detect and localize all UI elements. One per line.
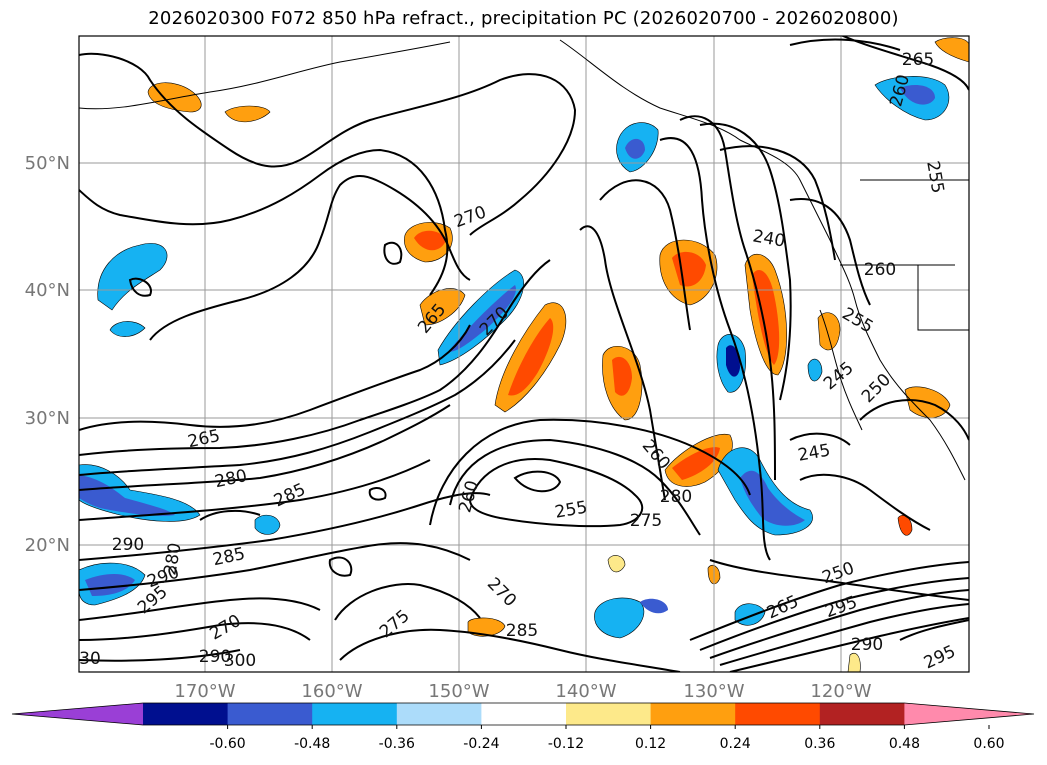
colorbar-segment [312,703,398,725]
lon-label-170w: 170°W [174,681,235,702]
colorbar-segment [735,703,821,725]
refractivity-contours [79,36,969,672]
contour-label: 290 [851,635,883,655]
colorbar-tick-label: 0.36 [804,736,835,752]
colorbar-segment [481,703,567,725]
contour-label: 280 [660,487,692,507]
lat-label-20n: 20°N [25,535,70,556]
lon-label-140w: 140°W [555,681,616,702]
lon-label-150w: 150°W [428,681,489,702]
graticule [79,36,969,672]
lon-label-120w: 120°W [810,681,871,702]
colorbar-tick-label: -0.48 [294,736,330,752]
colorbar-tick-label: 0.48 [889,736,920,752]
colorbar-extend-low [12,703,143,725]
colorbar-extend-high [904,703,1034,725]
map-frame [78,35,970,673]
contour-label: 30 [79,649,101,669]
lat-label-40n: 40°N [25,280,70,301]
contour-label: 290 [199,647,231,667]
colorbar-segment [227,703,313,725]
colorbar-segment [566,703,652,725]
contour-label: 275 [630,511,662,531]
contour-label: 285 [506,621,538,641]
lon-label-160w: 160°W [301,681,362,702]
colorbar-segment [143,703,229,725]
colorbar-tick-label: 0.60 [973,736,1004,752]
colorbar-tick-label: 0.24 [720,736,751,752]
colorbar-tick-label: -0.12 [548,736,584,752]
contour-label: 300 [224,651,256,671]
lat-axis: 50°N 40°N 30°N 20°N [25,153,70,556]
colorbar-outline [11,702,1035,726]
colorbar-tick-label: -0.60 [209,736,245,752]
contour-label: 260 [864,260,896,280]
lat-label-50n: 50°N [25,153,70,174]
colorbar-tick-label: 0.12 [635,736,666,752]
contour-label: 290 [112,535,144,555]
lon-axis: 170°W 160°W 150°W 140°W 130°W 120°W [174,681,871,702]
colorbar-segment [819,703,905,725]
colorbar-segment [396,703,482,725]
colorbar: -0.60 -0.48 -0.36 -0.24 -0.12 0.12 0.24 0.36 0.4… [11,702,1035,752]
colorbar-segment [650,703,736,725]
chart-title: 2026020300 F072 850 hPa refract., precip… [148,8,899,29]
contour-label: 265 [902,50,934,70]
lat-label-30n: 30°N [25,408,70,429]
lon-label-130w: 130°W [683,681,744,702]
colorbar-tick-label: -0.24 [463,736,499,752]
colorbar-tick-label: -0.36 [379,736,415,752]
